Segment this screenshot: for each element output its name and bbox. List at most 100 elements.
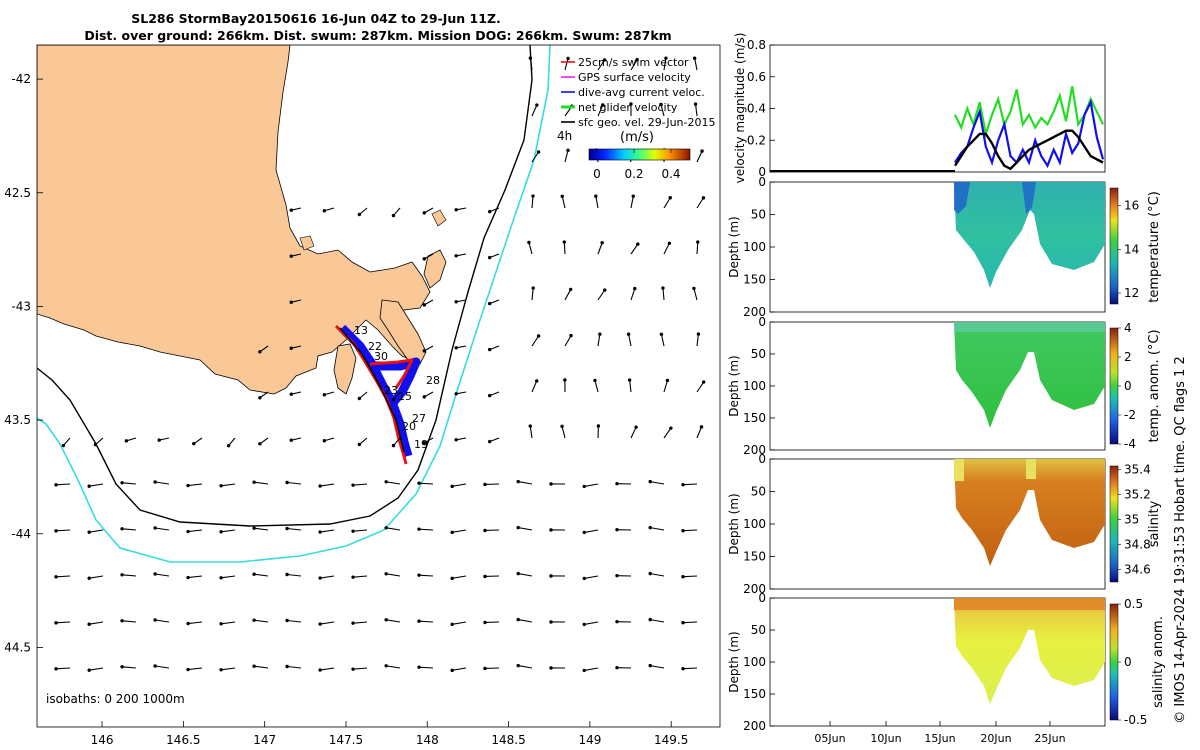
vector-head (635, 57, 639, 62)
vector-head (454, 438, 458, 442)
vector-head (87, 576, 91, 580)
vector-head (568, 287, 573, 292)
velocity-vector (452, 575, 467, 579)
title-line2: Dist. over ground: 266km. Dist. swum: 28… (84, 28, 671, 43)
credit-text: © IMOS 14-Apr-2024 19:31:53 Hobart time.… (1173, 356, 1188, 723)
vector-head (535, 379, 539, 383)
depth-tick-label: 150 (743, 411, 766, 425)
velocity-vector (531, 380, 538, 393)
velocity-ticks: 0 0.2 0.4 0.6 0.8 (747, 38, 775, 179)
velocity-vector (55, 529, 71, 532)
depth-tick-label: 200 (743, 582, 766, 596)
temp-anomaly-panel: 0 50 100 150 200 -4 -2 0 2 4 Depth (m) temp. anom… (727, 315, 1162, 457)
vector-head (528, 56, 533, 60)
day-label: 30 (374, 350, 388, 363)
vector-head (631, 194, 635, 198)
velocity-vector (531, 195, 534, 209)
vector-head (120, 619, 124, 623)
velocity-vector (531, 335, 540, 347)
depth-tick-label: 100 (743, 517, 766, 531)
vector-head (487, 255, 492, 260)
depth-tick-label: 150 (743, 550, 766, 564)
velocity-vector (353, 575, 368, 578)
vector-head (351, 483, 355, 487)
vector-head (186, 575, 190, 580)
vector-head (87, 668, 91, 672)
vector-head (536, 150, 541, 154)
vector-head (417, 481, 421, 485)
velocity-vector (452, 667, 467, 671)
velocity-vector (254, 619, 269, 623)
velocity-vector (695, 104, 698, 117)
salinity-panel: 0 50 100 150 200 34.6 34.8 35 35.2 35.4 Depth (m)… (727, 452, 1162, 596)
isobath-200m (37, 45, 533, 527)
map-ytick-label: 43.5 (4, 413, 31, 427)
vector-head (667, 241, 672, 245)
vector-head (665, 378, 670, 383)
map-ytick-label: -44 (11, 527, 31, 541)
vector-head (120, 665, 124, 669)
temperature-panel: 0 50 100 150 200 12 14 16 Depth (m) temperature… (727, 175, 1162, 319)
vector-head (384, 618, 388, 622)
velocity-vector (584, 483, 599, 487)
vector-head (252, 480, 256, 484)
vector-head (487, 301, 492, 306)
day-label: 13 (354, 324, 368, 337)
depth-tick-label: 150 (743, 273, 766, 287)
temp-anomaly-section (954, 322, 1105, 428)
salinity-anomaly-colorbar (1109, 603, 1119, 721)
map-xtick-label: 146.5 (166, 733, 200, 747)
vector-head (692, 56, 697, 60)
velocity-vector (418, 528, 434, 531)
velocity-vector (663, 197, 671, 209)
velocity-vector (663, 58, 667, 71)
vector-head (516, 617, 520, 622)
vector-head (357, 212, 362, 217)
velocity-vector (531, 104, 538, 117)
vector-head (186, 483, 190, 488)
vector-head (322, 209, 327, 213)
temperature-cbar-label: temperature (°C) (1147, 191, 1162, 303)
map-ytick-label: -43 (11, 299, 31, 313)
velocity-vector (597, 242, 603, 255)
salinity-section (954, 459, 1105, 566)
vector-head (664, 56, 668, 60)
date-tick-label: 20Jun (980, 732, 1011, 745)
vector-head (696, 332, 701, 336)
velocity-vector (320, 575, 335, 579)
velocity-vector (55, 575, 71, 578)
day-label: 22 (368, 340, 382, 353)
velocity-vector (561, 426, 566, 439)
velocity-vector (254, 527, 269, 531)
velocity-vector (287, 665, 302, 669)
cbar-tick-label: 14 (1124, 242, 1139, 256)
velocity-vector (650, 573, 665, 577)
vector-head (219, 576, 223, 580)
vector-head (87, 484, 91, 488)
vector-head (626, 332, 631, 336)
velocity-vector (89, 667, 104, 671)
velocity-vector (155, 619, 170, 623)
velocity-vector (682, 483, 698, 486)
velocity-vector (287, 619, 302, 623)
map-xtick-label: 147.5 (329, 733, 363, 747)
velocity-vector (564, 150, 569, 163)
vector-head (693, 102, 698, 106)
velocity-tick-label: 0 (758, 165, 766, 179)
map-xtick-label: 148 (416, 733, 439, 747)
vector-head (54, 529, 58, 533)
date-tick-label: 15Jun (924, 732, 955, 745)
velocity-vector (584, 621, 599, 625)
vector-head (391, 443, 396, 448)
vector-head (93, 442, 98, 447)
vector-head (566, 56, 570, 61)
velocity-vector (630, 196, 634, 209)
vector-head (153, 664, 157, 668)
vector-head (648, 663, 652, 668)
vector-head (153, 618, 157, 622)
vector-head (549, 620, 553, 624)
velocity-vector (529, 58, 533, 71)
velocity-vector (418, 482, 434, 485)
vector-head (285, 618, 289, 623)
